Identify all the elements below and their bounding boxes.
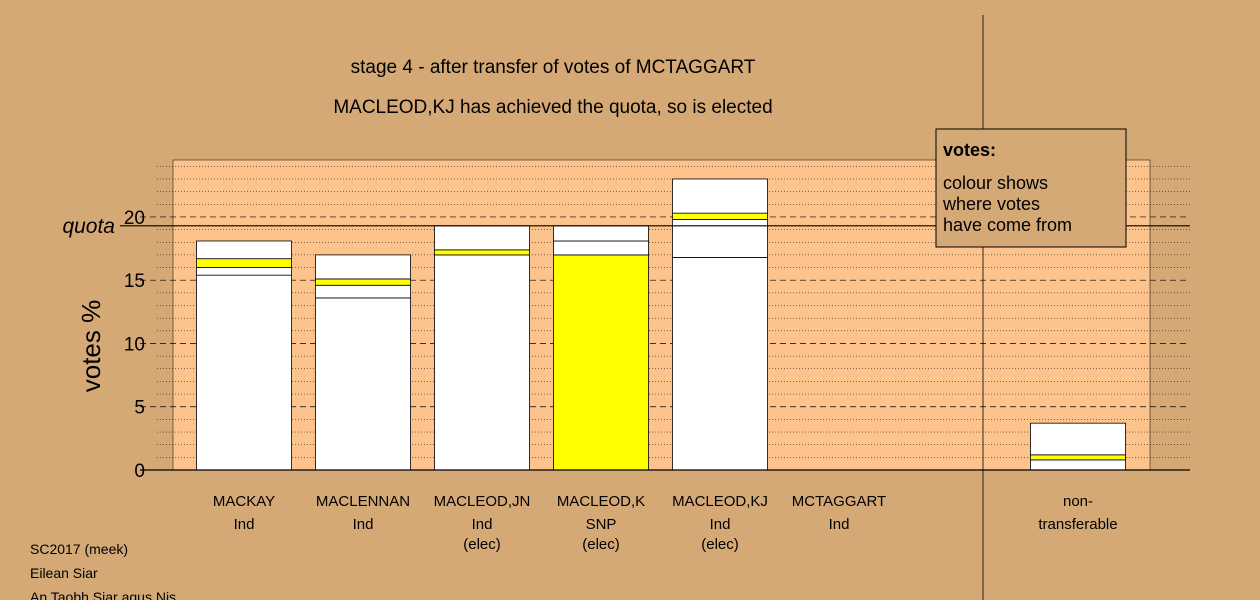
legend-line-2: where votes <box>942 194 1040 214</box>
footer-line-1: SC2017 (meek) <box>30 541 128 557</box>
footer-line-3: An Taobh Siar agus Nis <box>30 589 176 600</box>
legend-title: votes: <box>943 140 996 160</box>
bar-segment <box>196 267 292 276</box>
candidate-name: MACLEOD,KJ <box>672 493 768 510</box>
bar-segment <box>672 219 768 258</box>
nontransferable-segment <box>1030 422 1126 456</box>
bar-segment <box>672 178 768 214</box>
candidate-party: Ind <box>710 516 731 533</box>
bar-segment <box>434 254 530 471</box>
legend-line-3: have come from <box>943 215 1072 235</box>
candidate-status: (elec) <box>582 536 620 553</box>
footer-line-2: Eilean Siar <box>30 565 98 581</box>
bar-segment <box>434 225 530 251</box>
bar-segment <box>672 257 768 471</box>
candidate-party: SNP <box>586 516 617 533</box>
bar-segment <box>434 249 530 256</box>
legend: votes: colour shows where votes have com… <box>935 128 1127 248</box>
candidate-status: (elec) <box>463 536 501 553</box>
candidate-status: (elec) <box>701 536 739 553</box>
candidate-party: Ind <box>829 516 850 533</box>
bar-segment <box>196 258 292 268</box>
nontransferable-segment <box>1030 454 1126 461</box>
nontransferable-label-2: transferable <box>1038 516 1117 533</box>
bar-segment <box>315 254 411 280</box>
legend-line-1: colour shows <box>943 173 1048 193</box>
candidate-name: MACKAY <box>213 493 275 510</box>
bar-segment <box>315 284 411 299</box>
y-tick-label: 5 <box>134 398 145 419</box>
bar-segment <box>553 240 649 256</box>
y-tick-label: 20 <box>124 208 145 229</box>
candidate-party: Ind <box>472 516 493 533</box>
y-tick-label: 10 <box>124 334 145 355</box>
candidate-party: Ind <box>353 516 374 533</box>
legend-box <box>935 128 1127 248</box>
candidate-name: MACLENNAN <box>316 493 410 510</box>
bar-segment <box>672 212 768 220</box>
nontransferable-segment <box>1030 459 1126 471</box>
bar-segment <box>196 274 292 471</box>
candidate-party: Ind <box>234 516 255 533</box>
bar-segment <box>315 297 411 471</box>
bar-segment <box>553 254 649 471</box>
candidate-name: MCTAGGART <box>792 493 886 510</box>
y-tick-label: 0 <box>134 461 145 482</box>
y-axis-label: votes % <box>76 300 106 393</box>
chart-subtitle: MACLEOD,KJ has achieved the quota, so is… <box>333 97 772 118</box>
candidate-name: MACLEOD,JN <box>434 493 531 510</box>
bar-segment <box>553 225 649 242</box>
quota-label: quota <box>62 215 115 238</box>
y-tick-label: 15 <box>124 271 145 292</box>
bar-segment <box>315 278 411 286</box>
candidate-name: MACLEOD,K <box>557 493 645 510</box>
nontransferable-label-1: non- <box>1063 493 1093 510</box>
bar-segment <box>196 240 292 260</box>
chart-title: stage 4 - after transfer of votes of MCT… <box>351 57 756 78</box>
